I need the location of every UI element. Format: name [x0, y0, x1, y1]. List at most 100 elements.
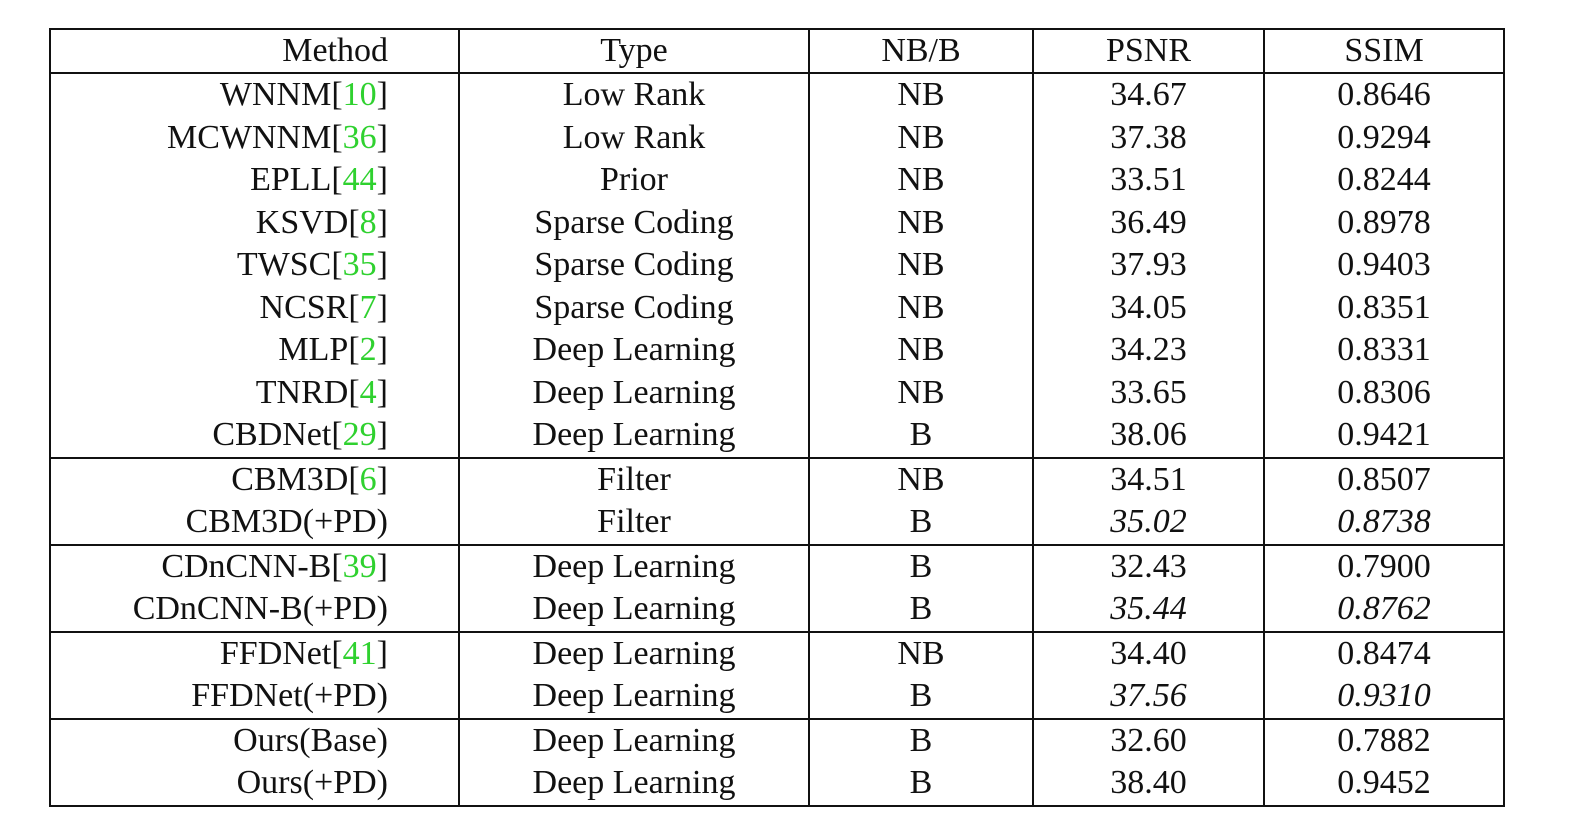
cell-nbb: NB — [808, 244, 1034, 287]
table-row: CBDNet[29] Deep Learning B 38.06 0.9421 — [49, 414, 1505, 458]
table-row: WNNM[10] Low Rank NB 34.67 0.8646 — [49, 73, 1505, 117]
citation-link[interactable]: 41 — [342, 634, 377, 672]
cell-ssim: 0.8738 — [1263, 501, 1505, 545]
cell-method: TNRD[4] — [49, 371, 460, 414]
cell-psnr: 37.93 — [1032, 244, 1265, 287]
cell-nbb: NB — [808, 286, 1034, 329]
method-name: FFDNet — [219, 634, 332, 672]
cell-nbb: B — [808, 762, 1034, 807]
table-header: Method Type NB/B PSNR SSIM — [49, 28, 1505, 74]
cell-type: Sparse Coding — [458, 201, 810, 244]
cell-method: Ours(Base) — [49, 717, 460, 762]
cell-method: FFDNet[41] — [49, 630, 460, 675]
cell-psnr: 38.06 — [1032, 414, 1265, 458]
method-name: CBM3D(+PD) — [185, 503, 388, 541]
cell-nbb: B — [808, 675, 1034, 719]
ref-bracket-open: [ — [348, 331, 360, 369]
method-name: CBM3D — [231, 460, 349, 498]
cell-ssim: 0.9310 — [1263, 675, 1505, 719]
cell-method: CDnCNN-B[39] — [49, 543, 460, 588]
cell-ssim: 0.8306 — [1263, 371, 1505, 414]
ref-bracket-open: [ — [331, 118, 343, 156]
citation-link[interactable]: 2 — [359, 331, 377, 369]
method-name: WNNM — [219, 76, 332, 114]
table-body: WNNM[10] Low Rank NB 34.67 0.8646 MCWNNM[36] L… — [49, 73, 1505, 807]
cell-method: WNNM[10] — [49, 73, 460, 117]
cell-method: Ours(+PD) — [49, 762, 460, 807]
ref-bracket-close: ] — [376, 76, 388, 114]
cell-psnr: 35.44 — [1032, 588, 1265, 632]
cell-type: Deep Learning — [458, 717, 810, 762]
cell-method: NCSR[7] — [49, 286, 460, 329]
table-row: CDnCNN-B(+PD) Deep Learning B 35.44 0.8762 — [49, 588, 1505, 632]
header-psnr: PSNR — [1032, 28, 1265, 74]
table-row: MCWNNM[36] Low Rank NB 37.38 0.9294 — [49, 116, 1505, 159]
ref-bracket-close: ] — [376, 547, 388, 585]
cell-ssim: 0.9403 — [1263, 244, 1505, 287]
cell-nbb: B — [808, 543, 1034, 588]
cell-ssim: 0.7900 — [1263, 543, 1505, 588]
cell-psnr: 33.51 — [1032, 159, 1265, 202]
table-row: CDnCNN-B[39] Deep Learning B 32.43 0.7900 — [49, 543, 1505, 588]
cell-type: Deep Learning — [458, 371, 810, 414]
cell-psnr: 34.67 — [1032, 73, 1265, 117]
method-name: CDnCNN-B — [161, 547, 332, 585]
cell-nbb: NB — [808, 159, 1034, 202]
cell-psnr: 34.40 — [1032, 630, 1265, 675]
citation-link[interactable]: 7 — [359, 288, 377, 326]
ref-bracket-open: [ — [348, 460, 360, 498]
citation-link[interactable]: 35 — [342, 246, 377, 284]
citation-link[interactable]: 36 — [342, 118, 377, 156]
header-ssim: SSIM — [1263, 28, 1505, 74]
cell-psnr: 38.40 — [1032, 762, 1265, 807]
citation-link[interactable]: 10 — [342, 76, 377, 114]
method-name: Ours(+PD) — [236, 764, 388, 802]
ref-bracket-open: [ — [348, 203, 360, 241]
table-row: KSVD[8] Sparse Coding NB 36.49 0.8978 — [49, 201, 1505, 244]
method-name: KSVD — [255, 203, 349, 241]
method-name: CBDNet — [212, 416, 332, 454]
cell-ssim: 0.7882 — [1263, 717, 1505, 762]
cell-type: Deep Learning — [458, 675, 810, 719]
cell-type: Filter — [458, 456, 810, 501]
cell-method: CBM3D(+PD) — [49, 501, 460, 545]
ref-bracket-open: [ — [331, 634, 343, 672]
cell-type: Deep Learning — [458, 630, 810, 675]
ref-bracket-open: [ — [348, 288, 360, 326]
ref-bracket-open: [ — [331, 76, 343, 114]
citation-link[interactable]: 44 — [342, 161, 377, 199]
cell-type: Deep Learning — [458, 762, 810, 807]
table-row: FFDNet(+PD) Deep Learning B 37.56 0.9310 — [49, 675, 1505, 719]
ref-bracket-open: [ — [331, 246, 343, 284]
cell-type: Sparse Coding — [458, 286, 810, 329]
citation-link[interactable]: 39 — [342, 547, 377, 585]
cell-nbb: B — [808, 588, 1034, 632]
citation-link[interactable]: 29 — [342, 416, 377, 454]
cell-ssim: 0.8762 — [1263, 588, 1505, 632]
ref-bracket-open: [ — [331, 161, 343, 199]
cell-ssim: 0.8507 — [1263, 456, 1505, 501]
cell-type: Low Rank — [458, 116, 810, 159]
cell-type: Low Rank — [458, 73, 810, 117]
cell-psnr: 34.05 — [1032, 286, 1265, 329]
ref-bracket-close: ] — [376, 246, 388, 284]
cell-psnr: 37.38 — [1032, 116, 1265, 159]
cell-nbb: NB — [808, 329, 1034, 372]
method-name: EPLL — [250, 161, 332, 199]
table-row: MLP[2] Deep Learning NB 34.23 0.8331 — [49, 329, 1505, 372]
citation-link[interactable]: 4 — [359, 373, 377, 411]
cell-psnr: 34.51 — [1032, 456, 1265, 501]
cell-nbb: B — [808, 501, 1034, 545]
cell-method: MLP[2] — [49, 329, 460, 372]
citation-link[interactable]: 8 — [359, 203, 377, 241]
ref-bracket-close: ] — [376, 460, 388, 498]
results-table: Method Type NB/B PSNR SSIM WNNM[10] Low R… — [49, 28, 1505, 807]
method-name: MCWNNM — [167, 118, 332, 156]
cell-ssim: 0.9421 — [1263, 414, 1505, 458]
citation-link[interactable]: 6 — [359, 460, 377, 498]
cell-psnr: 34.23 — [1032, 329, 1265, 372]
table-row: Ours(+PD) Deep Learning B 38.40 0.9452 — [49, 762, 1505, 807]
cell-psnr: 32.60 — [1032, 717, 1265, 762]
cell-psnr: 33.65 — [1032, 371, 1265, 414]
cell-type: Deep Learning — [458, 543, 810, 588]
